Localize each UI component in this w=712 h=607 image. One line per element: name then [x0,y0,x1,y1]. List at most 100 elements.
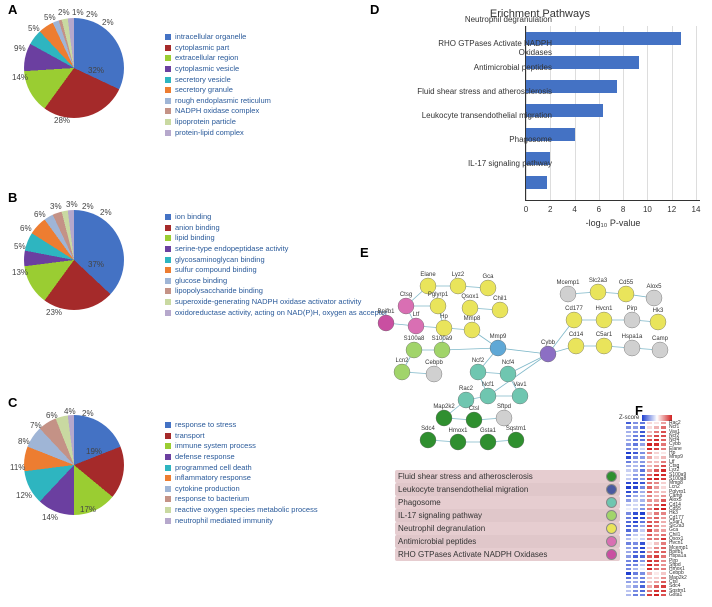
pie-chart-a: 32%28%14%9%5%5%2%1%2%2% [24,18,124,118]
x-tick: 14 [692,205,701,214]
heatmap-grid [625,421,667,597]
legend-item: oxidoreductase activity, acting on NAD(P… [165,308,387,318]
pie-chart-c: 19%17%14%12%11%8%7%6%4%2% [24,415,124,515]
legend-item: anion binding [165,223,387,233]
network-node-label: Gca [482,274,494,280]
legend-item: response to bacterium [165,494,318,504]
pie-slice-pct: 11% [10,463,25,472]
bar-category-label: Phagosome [412,135,552,144]
network-node-label: Ctsl [469,406,479,412]
pathway-color-legend: Fluid shear stress and atherosclerosisLe… [395,470,620,561]
network-node [408,318,424,334]
network-node-label: Lyz2 [452,272,465,278]
legend-item: secretory granule [165,85,271,95]
network-node-label: Chil1 [493,296,507,302]
network-node [560,286,576,302]
network-node [464,322,480,338]
legend-item: extracellular region [165,53,271,63]
network-node-label: Mcemp1 [556,280,580,286]
legend-item: reactive oxygen species metabolic proces… [165,505,318,515]
x-tick: 8 [621,205,625,214]
panel-label-a: A [8,2,17,17]
network-node [540,346,556,362]
network-node-label: Bpifb1 [377,309,395,315]
legend-item: immune system process [165,441,318,451]
network-node [398,298,414,314]
pathway-legend-row: Phagosome [395,496,620,509]
network-node [378,315,394,331]
network-node-label: Ncf1 [482,382,495,388]
network-node-label: Hp [440,314,448,320]
network-node-label: Cd177 [565,306,583,312]
heatmap-row-labels: Rac2Ncf1Vav1Ncf2Ncf4CybbElaneHpMmp9LtfCt… [669,421,688,597]
pie-chart-b: 37%23%13%5%6%6%3%3%2%2% [24,210,124,310]
network-node-label: Hk3 [653,308,664,314]
network-node [406,342,422,358]
network-node-label: Camp [652,336,669,342]
network-node [624,340,640,356]
pie-slice-pct: 32% [88,66,104,75]
network-node [508,432,524,448]
legend-a: intracellular organellecytoplasmic parte… [165,32,271,138]
legend-item: programmed cell death [165,463,318,473]
network-node [480,434,496,450]
legend-item: glycosaminoglycan binding [165,255,387,265]
pie-slice-pct: 5% [44,13,56,22]
legend-item: cytoplasmic part [165,43,271,53]
heatmap-cell [625,593,632,597]
network-node [496,410,512,426]
network-node [596,312,612,328]
bar-x-axis-label: -log₁₀ P-value [586,218,641,228]
network-node [568,338,584,354]
network-node [436,410,452,426]
legend-item: defense response [165,452,318,462]
pie-slice-pct: 3% [50,202,62,211]
pathway-legend-row: Leukocyte transendothelial migration [395,483,620,496]
network-node-label: Cebpb [425,360,443,366]
legend-item: ion binding [165,212,387,222]
heatmap: Z-score Rac2Ncf1Vav1Ncf2Ncf4CybbElaneHpM… [625,415,710,600]
legend-item: transport [165,431,318,441]
x-tick: 4 [572,205,576,214]
pie-slice-pct: 2% [102,18,114,27]
network-node [420,432,436,448]
network-node-label: S100a8 [404,336,425,342]
pie-slice-pct: 12% [16,491,32,500]
pie-slice-pct: 2% [100,208,112,217]
network-node [470,364,486,380]
x-tick: 10 [643,205,652,214]
network-node [480,388,496,404]
network-node [436,320,452,336]
network-node [450,434,466,450]
network-node-label: Ncf2 [472,358,485,364]
network-node-label: Hspa1a [622,334,643,340]
network-edge [442,348,498,350]
pathway-legend-row: Antimicrobial peptides [395,535,620,548]
x-tick: 6 [597,205,601,214]
network-node [450,278,466,294]
panel-label-b: B [8,190,17,205]
pie-slice-pct: 2% [86,10,98,19]
network-node [590,284,606,300]
legend-item: rough endoplasmic reticulum [165,96,271,106]
pie-slice-pct: 8% [18,437,30,446]
network-node [462,300,478,316]
x-tick: 12 [667,205,676,214]
heatmap-cell [632,593,639,597]
network-node [596,338,612,354]
network-node-label: Map2k2 [433,404,455,410]
panel-label-d: D [370,2,379,17]
network-node-label: Ltf [413,312,420,318]
network-node-label: Rac2 [459,386,474,392]
network-node [492,302,508,318]
legend-item: lipoprotein particle [165,117,271,127]
legend-item: secretory vesicle [165,75,271,85]
bar-category-label: RHO GTPases Activate NADPH Oxidases [412,39,552,57]
pie-slice-pct: 14% [12,73,28,82]
network-node-label: Lcn2 [395,358,409,364]
pie-slice-pct: 13% [12,268,28,277]
network-node [434,342,450,358]
pie-slice-pct: 3% [66,200,78,209]
network-node [500,366,516,382]
pie-slice-pct: 6% [46,411,58,420]
